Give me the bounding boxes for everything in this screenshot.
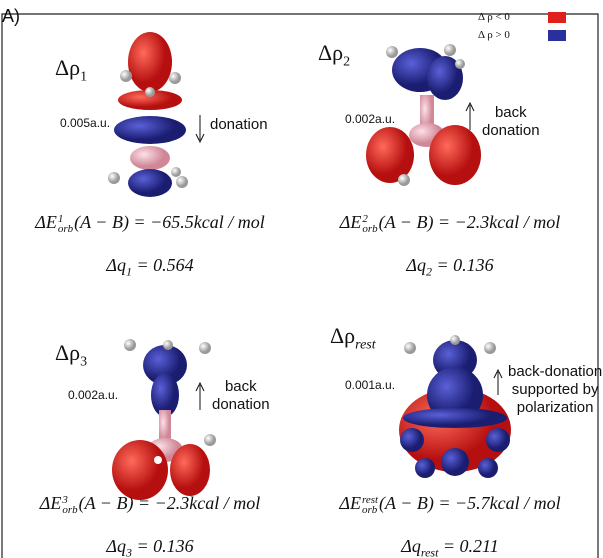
annotation-line: donation (482, 122, 540, 140)
orbital-4 (399, 335, 511, 478)
charge-expression: = 0.211 (438, 536, 498, 556)
title-subscript: 1 (80, 69, 87, 84)
isovalue: 0.002a.u. (345, 112, 395, 126)
charge: Δq2 = 0.136 (406, 255, 493, 280)
charge-expression: = 0.136 (132, 536, 194, 556)
isovalue: 0.005a.u. (60, 116, 110, 130)
arrow (196, 115, 204, 142)
charge-symbol: Δq (401, 536, 421, 556)
arrow (466, 103, 474, 130)
title-subscript: rest (355, 337, 375, 352)
charge: Δqrest = 0.211 (401, 536, 498, 558)
charge-symbol: Δq (106, 536, 126, 556)
panel-title: Δρ1 (55, 55, 87, 85)
annotation: donation (210, 116, 268, 134)
legend-label: Δ ρ > 0 (478, 29, 510, 41)
energy-symbol: ΔE (35, 212, 57, 232)
legend-swatch (548, 12, 566, 23)
title-symbol: Δρ (55, 55, 80, 80)
energy-symbol: ΔE (340, 212, 362, 232)
title-symbol: Δρ (55, 340, 80, 365)
energy-symbol: ΔE (40, 493, 62, 513)
frame (2, 14, 598, 558)
charge-expression: = 0.136 (432, 255, 494, 275)
orbital-3 (112, 339, 216, 500)
orbital-1 (108, 32, 188, 197)
charge-expression: = 0.564 (132, 255, 194, 275)
energy-expression: (A − B) = −5.7kcal / mol (379, 493, 561, 513)
title-symbol: Δρ (318, 40, 343, 65)
energy-subscript: orb (362, 224, 377, 234)
charge-subscript: rest (421, 546, 439, 558)
figure: A) Δ ρ < 0 Δ ρ > 0 Δρ10.005a.u.donationΔ… (0, 0, 603, 558)
charge: Δq3 = 0.136 (106, 536, 193, 558)
isovalue: 0.002a.u. (68, 388, 118, 402)
energy-subscript: orb (62, 505, 77, 515)
annotation-line: back (482, 104, 540, 122)
charge-symbol: Δq (406, 255, 426, 275)
energy-expression: (A − B) = −2.3kcal / mol (79, 493, 261, 513)
annotation-line: back-donation (508, 363, 602, 381)
title-subscript: 3 (80, 354, 87, 369)
annotation-line: polarization (508, 399, 602, 417)
annotation-line: donation (210, 116, 268, 134)
panel-title: Δρ2 (318, 40, 350, 70)
figure-art (0, 0, 603, 558)
energy-subscript: orb (58, 224, 73, 234)
annotation-line: supported by (508, 381, 602, 399)
panel-label: A) (2, 6, 20, 27)
annotation-line: back (212, 378, 270, 396)
energy-expression: (A − B) = −2.3kcal / mol (379, 212, 561, 232)
panel-title: Δρ3 (55, 340, 87, 370)
legend-label: Δ ρ < 0 (478, 11, 510, 23)
energy-subscript: orb (362, 505, 378, 515)
charge-symbol: Δq (106, 255, 126, 275)
charge: Δq1 = 0.564 (106, 255, 193, 280)
legend-swatch (548, 30, 566, 41)
annotation-line: donation (212, 396, 270, 414)
arrow (196, 383, 204, 410)
energy-symbol: ΔE (339, 493, 361, 513)
title-subscript: 2 (343, 54, 350, 69)
energy-expression: (A − B) = −65.5kcal / mol (74, 212, 265, 232)
isovalue: 0.001a.u. (345, 378, 395, 392)
title-symbol: Δρ (330, 323, 355, 348)
arrow (494, 370, 502, 395)
panel-title: Δρrest (330, 323, 376, 353)
